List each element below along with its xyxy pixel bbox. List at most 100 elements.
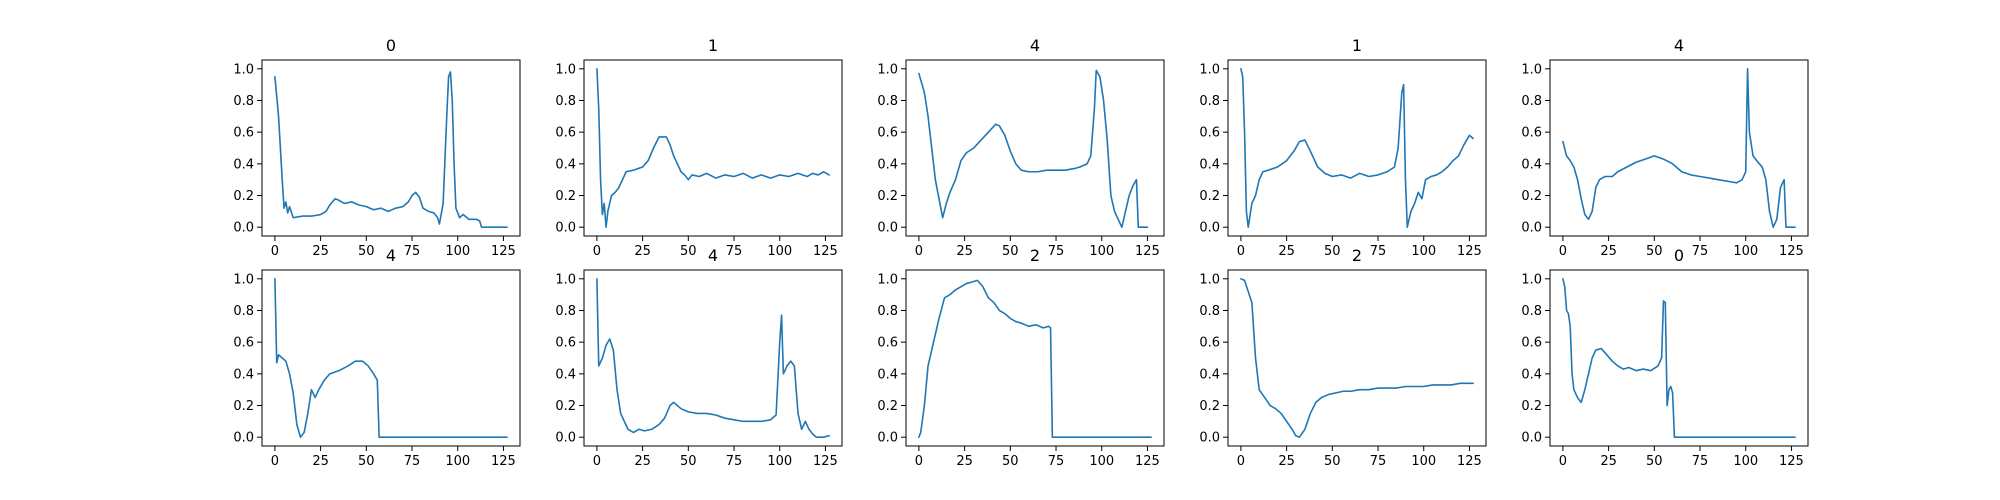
axes-frame <box>583 269 843 447</box>
y-tick-label: 0.6 <box>1521 336 1542 351</box>
subplot-1: 1 0 25 50 75 100 125 0.0 0.2 0.4 0.6 0.8 1.0 <box>555 36 843 259</box>
subplot-9: 0 0 25 50 75 100 125 0.0 0.2 0.4 0.6 0.8 1.0 <box>1521 246 1809 469</box>
x-tick-label: 25 <box>1600 244 1617 259</box>
y-tick-label: 1.0 <box>877 272 898 287</box>
x-tick-label: 75 <box>404 244 421 259</box>
y-tick-label: 0.0 <box>877 431 898 446</box>
y-tick-label: 0.0 <box>1521 431 1542 446</box>
subplot-title: 4 <box>1030 36 1040 55</box>
y-tick-label: 0.8 <box>233 94 254 109</box>
y-tick-label: 1.0 <box>1521 272 1542 287</box>
series-line-0 <box>1562 278 1796 438</box>
y-tick-label: 0.6 <box>555 336 576 351</box>
subplot-8: 2 0 25 50 75 100 125 0.0 0.2 0.4 0.6 0.8 1.0 <box>1199 246 1487 469</box>
y-tick-label: 0.6 <box>1199 126 1220 141</box>
x-tick-label: 50 <box>1002 454 1019 469</box>
y-tick-label: 0.4 <box>1521 367 1542 382</box>
y-tick-label: 0.8 <box>1521 94 1542 109</box>
axes-frame <box>1549 269 1809 447</box>
y-tick-label: 0.4 <box>555 367 576 382</box>
y-tick-label: 0.8 <box>1521 304 1542 319</box>
x-tick-label: 75 <box>1048 454 1065 469</box>
x-tick-label: 100 <box>1411 454 1436 469</box>
series-line-0 <box>918 279 1152 438</box>
series-line-0 <box>596 278 830 438</box>
y-tick-label: 0.8 <box>877 94 898 109</box>
series-line-0 <box>1562 68 1796 228</box>
x-tick-label: 100 <box>1089 454 1114 469</box>
x-tick-label: 50 <box>1002 244 1019 259</box>
x-tick-label: 100 <box>445 244 470 259</box>
axes-frame <box>583 59 843 237</box>
x-tick-label: 50 <box>1646 244 1663 259</box>
x-tick-label: 75 <box>1048 244 1065 259</box>
subplot-5: 4 0 25 50 75 100 125 0.0 0.2 0.4 0.6 0.8 1.0 <box>233 246 521 469</box>
subplot-3: 1 0 25 50 75 100 125 0.0 0.2 0.4 0.6 0.8 1.0 <box>1199 36 1487 259</box>
x-tick-label: 50 <box>680 454 697 469</box>
x-tick-label: 25 <box>634 244 651 259</box>
y-tick-label: 1.0 <box>233 62 254 77</box>
y-tick-label: 0.0 <box>233 221 254 236</box>
series-line-0 <box>1240 68 1474 228</box>
x-tick-label: 125 <box>1779 454 1804 469</box>
x-tick-label: 125 <box>491 454 516 469</box>
x-tick-label: 50 <box>358 244 375 259</box>
x-tick-label: 125 <box>813 244 838 259</box>
x-tick-label: 125 <box>1779 244 1804 259</box>
x-tick-label: 50 <box>1324 244 1341 259</box>
y-tick-label: 0.4 <box>233 367 254 382</box>
y-tick-label: 0.0 <box>877 221 898 236</box>
y-tick-label: 0.8 <box>1199 304 1220 319</box>
y-tick-label: 1.0 <box>555 62 576 77</box>
y-tick-label: 0.6 <box>1521 126 1542 141</box>
y-tick-label: 1.0 <box>1521 62 1542 77</box>
series-line-0 <box>918 69 1149 228</box>
y-tick-label: 0.8 <box>1199 94 1220 109</box>
y-tick-label: 0.2 <box>555 399 576 414</box>
y-tick-label: 0.4 <box>1521 157 1542 172</box>
x-tick-label: 0 <box>915 454 923 469</box>
subplot-title: 4 <box>1674 36 1684 55</box>
y-tick-label: 0.2 <box>233 399 254 414</box>
x-tick-label: 0 <box>1237 454 1245 469</box>
subplot-title: 2 <box>1030 246 1040 265</box>
y-tick-label: 0.0 <box>1199 221 1220 236</box>
x-tick-label: 125 <box>1135 454 1160 469</box>
x-tick-label: 25 <box>312 244 329 259</box>
subplot-7: 2 0 25 50 75 100 125 0.0 0.2 0.4 0.6 0.8 1.0 <box>877 246 1165 469</box>
y-tick-label: 0.2 <box>1521 189 1542 204</box>
x-tick-label: 25 <box>956 244 973 259</box>
axes-frame <box>905 59 1165 237</box>
x-tick-label: 25 <box>1278 454 1295 469</box>
x-tick-label: 0 <box>1559 454 1567 469</box>
x-tick-label: 75 <box>1370 454 1387 469</box>
subplot-4: 4 0 25 50 75 100 125 0.0 0.2 0.4 0.6 0.8 1.0 <box>1521 36 1809 259</box>
x-tick-label: 75 <box>404 454 421 469</box>
x-tick-label: 0 <box>915 244 923 259</box>
y-tick-label: 0.0 <box>233 431 254 446</box>
subplot-title: 1 <box>1352 36 1362 55</box>
y-tick-label: 0.6 <box>877 126 898 141</box>
axes-frame <box>905 269 1165 447</box>
x-tick-label: 125 <box>491 244 516 259</box>
series-line-0 <box>274 71 508 228</box>
x-tick-label: 25 <box>956 454 973 469</box>
axes-frame <box>261 269 521 447</box>
y-tick-label: 0.4 <box>555 157 576 172</box>
x-tick-label: 125 <box>813 454 838 469</box>
x-tick-label: 25 <box>634 454 651 469</box>
axes-frame <box>1227 269 1487 447</box>
y-tick-label: 0.2 <box>233 189 254 204</box>
y-tick-label: 0.0 <box>555 431 576 446</box>
subplot-6: 4 0 25 50 75 100 125 0.0 0.2 0.4 0.6 0.8 1.0 <box>555 246 843 469</box>
x-tick-label: 125 <box>1135 244 1160 259</box>
x-tick-label: 0 <box>1559 244 1567 259</box>
x-tick-label: 75 <box>1692 454 1709 469</box>
x-tick-label: 125 <box>1457 454 1482 469</box>
y-tick-label: 0.0 <box>555 221 576 236</box>
x-tick-label: 125 <box>1457 244 1482 259</box>
x-tick-label: 75 <box>726 454 743 469</box>
x-tick-label: 100 <box>767 454 792 469</box>
y-tick-label: 0.2 <box>555 189 576 204</box>
x-tick-label: 75 <box>1692 244 1709 259</box>
